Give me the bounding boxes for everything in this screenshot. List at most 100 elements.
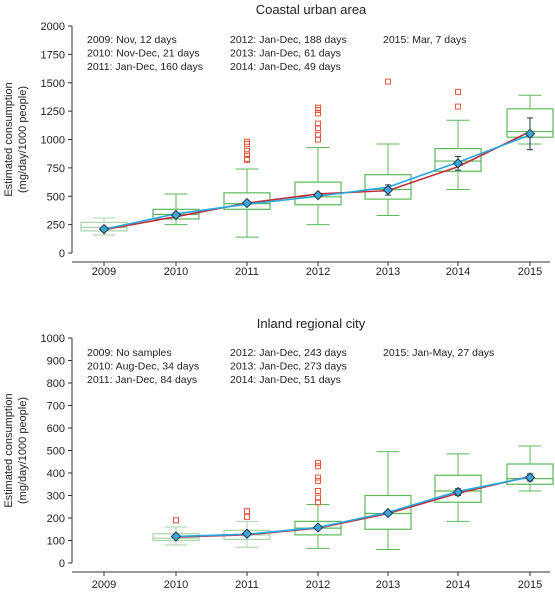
mean-diamond <box>382 507 394 519</box>
box-2011 <box>223 508 271 548</box>
x-tick-label: 2013 <box>376 579 400 591</box>
annotation-text: 2011: Jan-Dec, 160 days <box>87 61 203 73</box>
box-2012 <box>294 459 342 549</box>
mean-diamond <box>170 209 182 221</box>
y-tick-label: 1000 <box>41 135 65 147</box>
outlier-point <box>173 517 179 524</box>
x-tick-label: 2009 <box>92 266 116 278</box>
box-iqr <box>434 474 482 503</box>
outlier-point <box>315 131 321 138</box>
panel-inland-regional-city: Inland regional city Estimated consumptio… <box>3 316 554 591</box>
mean-diamond <box>98 223 110 235</box>
y-tick-label: 1750 <box>41 49 65 61</box>
annotation-text: 2009: Nov, 12 days <box>87 34 177 46</box>
mean-diamond <box>452 158 464 169</box>
x-tick-label: 2014 <box>446 579 470 591</box>
y-axis-label: Estimated consumption <box>3 82 15 196</box>
mean-2010 <box>170 531 182 542</box>
y-tick-label: 0 <box>59 558 65 570</box>
mean-2014 <box>452 486 464 498</box>
mean-diamond <box>170 531 182 542</box>
y-tick-label: 1000 <box>41 333 65 345</box>
mean-2013 <box>382 507 394 519</box>
x-tick-label: 2015 <box>518 266 542 278</box>
mean-diamond <box>524 472 536 483</box>
mean-2015 <box>524 117 536 151</box>
annotation-text: 2014: Jan-Dec, 49 days <box>230 61 341 73</box>
outlier-point <box>455 103 461 110</box>
y-tick-label: 200 <box>47 513 65 525</box>
outlier-point <box>315 477 321 484</box>
outlier-point <box>244 513 250 520</box>
box-2013 <box>364 451 412 550</box>
box-2014 <box>434 88 482 190</box>
y-axis-label: Estimated consumption <box>3 393 15 507</box>
mean-2011 <box>241 197 253 209</box>
x-tick-label: 2012 <box>306 579 330 591</box>
x-tick-label: 2012 <box>306 266 330 278</box>
y-tick-label: 800 <box>47 378 65 390</box>
trend-line-red <box>175 475 531 538</box>
y-tick-label: 600 <box>47 423 65 435</box>
y-tick-label: 300 <box>47 491 65 503</box>
y-tick-label: 500 <box>47 446 65 458</box>
mean-2009 <box>98 223 110 235</box>
annotation-text: 2010: Aug-Dec, 34 days <box>87 361 199 373</box>
annotation-text: 2011: Jan-Dec, 84 days <box>87 374 197 386</box>
box-iqr <box>364 494 412 530</box>
mean-diamond <box>524 128 536 140</box>
outlier-point <box>315 494 321 501</box>
outlier-point <box>244 508 250 515</box>
chart-title: Coastal urban area <box>256 2 367 17</box>
annotation-text: 2010: Nov-Dec, 21 days <box>87 48 200 60</box>
annotation-text: 2015: Jan-May, 27 days <box>383 347 494 359</box>
outlier-point <box>315 459 321 466</box>
box-2012 <box>294 104 342 226</box>
annotation-text: 2009: No samples <box>87 347 172 359</box>
outlier-point <box>315 110 321 117</box>
y-tick-label: 1250 <box>41 106 65 118</box>
annotation-text: 2015: Mar, 7 days <box>383 34 466 46</box>
x-tick-label: 2010 <box>164 579 188 591</box>
trend-line-blue <box>175 476 531 538</box>
chart-title: Inland regional city <box>257 316 366 331</box>
box-2015 <box>506 445 554 492</box>
y-tick-label: 500 <box>47 191 65 203</box>
mean-2013 <box>382 184 394 196</box>
y-tick-label: 1500 <box>41 78 65 90</box>
outlier-point <box>315 474 321 481</box>
mean-diamond <box>241 197 253 209</box>
x-tick-label: 2015 <box>518 579 542 591</box>
y-tick-label: 2000 <box>41 21 65 33</box>
annotation-text: 2013: Jan-Dec, 273 days <box>230 361 347 373</box>
outlier-point <box>315 463 321 470</box>
outlier-point <box>244 138 250 145</box>
annotation-text: 2013: Jan-Dec, 61 days <box>230 48 341 60</box>
x-tick-label: 2009 <box>92 579 116 591</box>
outlier-point <box>385 78 391 85</box>
mean-diamond <box>312 189 324 201</box>
box-iqr <box>506 463 554 485</box>
mean-2014 <box>452 156 464 171</box>
mean-2012 <box>312 522 324 533</box>
outlier-point <box>315 104 321 111</box>
y-tick-label: 400 <box>47 468 65 480</box>
outlier-point <box>315 120 321 127</box>
panel-coastal-urban-area: Coastal urban area Estimated consumption(… <box>3 2 554 278</box>
outlier-point <box>455 88 461 95</box>
outlier-point <box>315 488 321 494</box>
y-tick-label: 0 <box>59 248 65 260</box>
mean-2010 <box>170 209 182 221</box>
mean-2011 <box>241 528 253 539</box>
y-tick-label: 750 <box>47 163 65 175</box>
mean-2012 <box>312 189 324 201</box>
y-axis-label: (mg/day/1000 people) <box>17 86 29 193</box>
x-tick-label: 2011 <box>235 266 259 278</box>
box-iqr <box>434 147 482 172</box>
box-iqr <box>364 174 412 200</box>
outlier-point <box>244 147 250 154</box>
mean-diamond <box>312 522 324 533</box>
x-tick-label: 2010 <box>164 266 188 278</box>
x-tick-label: 2013 <box>376 266 400 278</box>
